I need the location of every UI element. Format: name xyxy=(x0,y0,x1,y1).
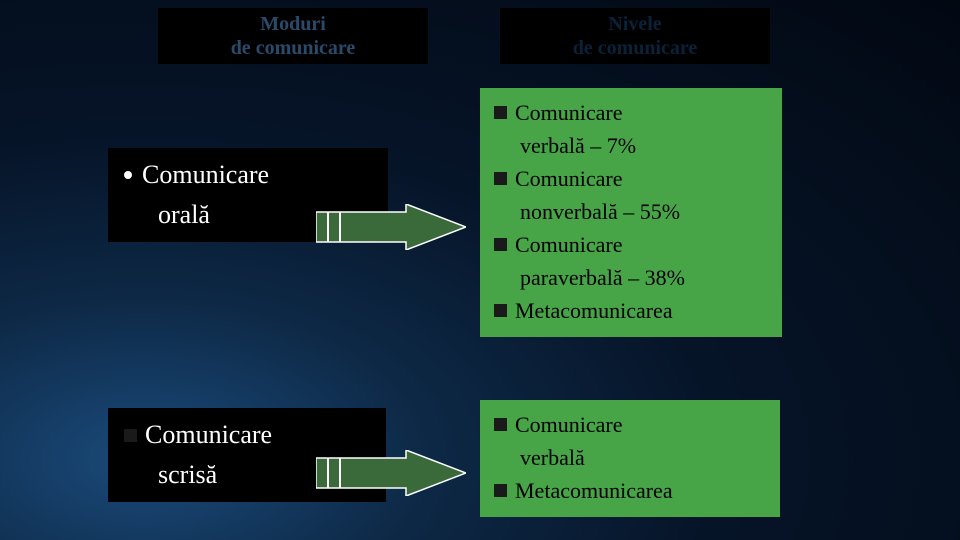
bullet-square-icon xyxy=(494,172,507,185)
levels-item-cont: nonverbală – 55% xyxy=(494,195,768,228)
mode-box-written-line1: Comunicare xyxy=(124,420,370,450)
levels-item: Comunicare xyxy=(494,162,768,195)
mode-box-oral-line1: Comunicare xyxy=(124,160,372,190)
header-left: Moduri de comunicare xyxy=(158,8,428,64)
levels-item: Comunicare xyxy=(494,228,768,261)
bullet-square-icon xyxy=(124,429,137,442)
arrow-icon xyxy=(316,204,466,250)
header-right: Nivele de comunicare xyxy=(500,8,770,64)
levels-box-oral: Comunicare verbală – 7% Comunicare nonve… xyxy=(480,88,782,337)
levels-item: Comunicare xyxy=(494,408,766,441)
bullet-dot-icon xyxy=(124,171,132,179)
arrow-icon xyxy=(316,450,466,496)
levels-item: Metacomunicarea xyxy=(494,294,768,327)
header-left-line2: de comunicare xyxy=(158,36,428,60)
bullet-square-icon xyxy=(494,304,507,317)
levels-item-cont: paraverbală – 38% xyxy=(494,261,768,294)
bullet-square-icon xyxy=(494,238,507,251)
bullet-square-icon xyxy=(494,484,507,497)
bullet-square-icon xyxy=(494,106,507,119)
levels-item: Comunicare xyxy=(494,96,768,129)
bullet-square-icon xyxy=(494,418,507,431)
header-right-line2: de comunicare xyxy=(500,36,770,60)
levels-box-written: Comunicare verbală Metacomunicarea xyxy=(480,400,780,517)
header-left-line1: Moduri xyxy=(158,12,428,36)
levels-item-cont: verbală xyxy=(494,441,766,474)
levels-item: Metacomunicarea xyxy=(494,474,766,507)
levels-item-cont: verbală – 7% xyxy=(494,129,768,162)
header-right-line1: Nivele xyxy=(500,12,770,36)
